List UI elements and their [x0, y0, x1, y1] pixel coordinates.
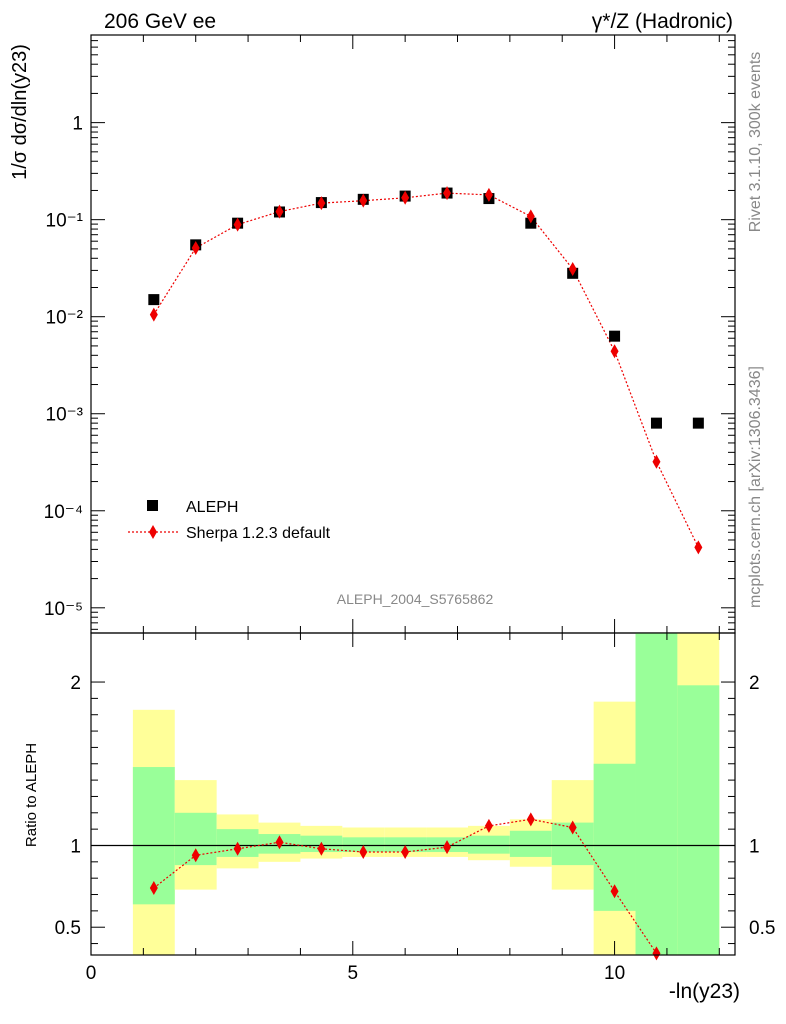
band-inner-9 [509, 830, 552, 857]
band-inner-8 [467, 835, 510, 854]
ratio-xtick-label-0: 0 [86, 963, 97, 984]
band-inner-6 [384, 837, 427, 853]
main-mc-point-8 [484, 187, 493, 202]
ratio-mc-point-9 [526, 812, 535, 827]
main-data-point-0 [148, 294, 160, 306]
ratio-mc-point-10 [568, 820, 577, 835]
side-text-lower: mcplots.cern.ch [arXiv:1306.3436] [747, 366, 764, 608]
ratio-mc-point-5 [359, 845, 368, 860]
ratio-mc-point-2 [233, 841, 242, 856]
main-mc-point-7 [443, 186, 452, 201]
ratio-panel: 0 5 10 2 2 1 1 0.5 0.5 [55, 632, 775, 984]
legend-entry-aleph: ALEPH [186, 499, 238, 516]
analysis-label: ALEPH_2004_S5765862 [337, 591, 494, 607]
ratio-ytick-label-right-0: 2 [749, 673, 760, 694]
main-mc-point-9 [526, 209, 535, 224]
main-mc-point-6 [401, 190, 410, 205]
main-ytick-label-2: 10⁻² [46, 308, 84, 329]
header-left: 206 GeV ee [104, 10, 216, 33]
main-mc-point-0 [149, 307, 158, 322]
main-mc-point-3 [275, 204, 284, 219]
ratio-mc-point-7 [443, 840, 452, 855]
main-mc-point-4 [317, 196, 326, 211]
main-data-point-12 [650, 417, 662, 429]
main-ytick-label-0: 1 [72, 114, 83, 135]
ratio-ytick-label-right-1: 1 [749, 836, 760, 857]
main-mc-point-2 [233, 217, 242, 232]
ratio-frame [90, 632, 736, 956]
ratio-xtick-label-2: 10 [604, 963, 625, 984]
ratio-mc-point-8 [484, 818, 493, 833]
ratio-mc-point-3 [275, 835, 284, 850]
ratio-mc-point-0 [149, 880, 158, 895]
ratio-mc-point-4 [317, 841, 326, 856]
legend-entry-mc: Sherpa 1.2.3 default [186, 525, 331, 542]
ratio-ytick-label-right-2: 0.5 [749, 918, 775, 939]
main-panel: 1 10⁻¹ 10⁻² 10⁻³ 10⁻⁴ 10⁻⁵ [44, 34, 736, 634]
main-mc-line [153, 192, 699, 548]
main-ytick-label-4: 10⁻⁴ [44, 502, 83, 523]
main-mc-point-13 [694, 540, 703, 555]
main-data-point-13 [692, 417, 704, 429]
main-mc-point-5 [359, 193, 368, 208]
side-text-upper: Rivet 3.1.10, 300k events [747, 52, 764, 233]
main-ytick-label-3: 10⁻³ [46, 405, 84, 426]
ratio-mc-point-6 [401, 845, 410, 860]
ratio-mc-point-12 [652, 946, 661, 961]
legend-marker-mc [149, 525, 157, 539]
main-mc-point-1 [191, 241, 200, 256]
legend: ALEPH Sherpa 1.2.3 default [128, 499, 331, 542]
band-inner-12 [635, 633, 678, 955]
main-mc-point-12 [652, 454, 661, 469]
band-inner-5 [342, 837, 385, 853]
header-right: γ*/Z (Hadronic) [592, 10, 733, 33]
main-ytick-label-1: 10⁻¹ [46, 211, 84, 232]
ratio-xtick-label-1: 5 [347, 963, 358, 984]
band-inner-13 [677, 685, 720, 955]
ratio-xlabel: -ln(y23) [669, 980, 740, 1003]
ratio-ylabel: Ratio to ALEPH [23, 743, 40, 847]
ratio-mc-point-1 [191, 848, 200, 863]
ratio-ytick-label-2: 0.5 [55, 918, 81, 939]
ratio-mc-point-11 [610, 884, 619, 899]
main-data-point-11 [609, 330, 621, 342]
main-mc-point-10 [568, 262, 577, 277]
main-ylabel: 1/σ dσ/dln(y23) [9, 44, 31, 180]
ratio-ytick-label-1: 1 [70, 836, 81, 857]
legend-marker-aleph [147, 500, 158, 511]
main-ytick-label-5: 10⁻⁵ [44, 599, 83, 620]
main-frame [90, 34, 736, 634]
main-mc-point-11 [610, 344, 619, 359]
ratio-ytick-label-0: 2 [70, 673, 81, 694]
